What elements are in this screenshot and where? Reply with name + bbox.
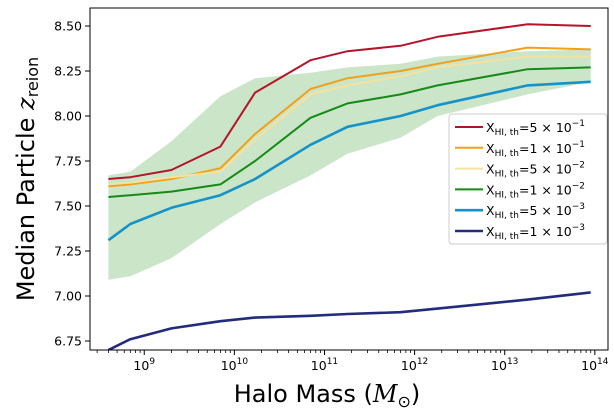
y-tick-label: 8.00 bbox=[54, 109, 82, 124]
legend-label-1: XHI, th=5 × 10−1 bbox=[486, 119, 585, 138]
y-tick-label: 7.50 bbox=[54, 199, 82, 214]
y-tick-label: 8.50 bbox=[54, 19, 82, 34]
legend: XHI, th=5 × 10−1 XHI, th=1 × 10−1 XHI, th=… bbox=[448, 113, 608, 245]
x-tick-label: 1011 bbox=[311, 357, 338, 373]
y-tick-label: 7.00 bbox=[54, 289, 82, 304]
x-tick-label: 109 bbox=[133, 357, 155, 373]
x-tick-label: 1010 bbox=[221, 357, 249, 373]
legend-label-6: XHI, th=1 × 10−3 bbox=[486, 223, 585, 242]
legend-label-4: XHI, th=1 × 10−2 bbox=[486, 181, 585, 200]
y-tick-label: 6.75 bbox=[54, 334, 82, 349]
legend-label-5: XHI, th=5 × 10−3 bbox=[486, 202, 585, 221]
legend-label-3: XHI, th=5 × 10−2 bbox=[486, 161, 585, 180]
series-line-4 bbox=[108, 66, 591, 198]
x-tick-label: 1014 bbox=[581, 357, 609, 373]
series-line-6 bbox=[107, 291, 591, 350]
y-tick-label: 7.75 bbox=[54, 154, 82, 169]
x-tick-label: 1012 bbox=[401, 357, 428, 373]
series-line-3 bbox=[108, 55, 591, 186]
series-line-5 bbox=[107, 80, 591, 242]
series-layer bbox=[107, 23, 591, 350]
plot-frame bbox=[89, 7, 609, 351]
y-tick-label: 8.25 bbox=[54, 64, 82, 79]
series-line-1 bbox=[108, 23, 591, 180]
confidence-band-layer bbox=[108, 49, 591, 280]
series-line-2 bbox=[108, 46, 591, 188]
y-tick-label: 7.25 bbox=[54, 244, 82, 259]
legend-frame bbox=[448, 113, 608, 245]
x-axis-title: Halo Mass (M⊙) bbox=[234, 380, 421, 410]
y-axis-title: Median Particle zreion bbox=[12, 57, 42, 301]
scatter-band bbox=[108, 49, 591, 280]
y-axis: 6.75 7.00 7.25 7.50 7.75 8.00 8.25 8.50 bbox=[54, 19, 90, 349]
legend-label-2: XHI, th=1 × 10−1 bbox=[486, 140, 585, 159]
x-tick-label: 1013 bbox=[491, 357, 518, 373]
x-axis: 109 1010 1011 1012 1013 1014 bbox=[96, 350, 609, 373]
